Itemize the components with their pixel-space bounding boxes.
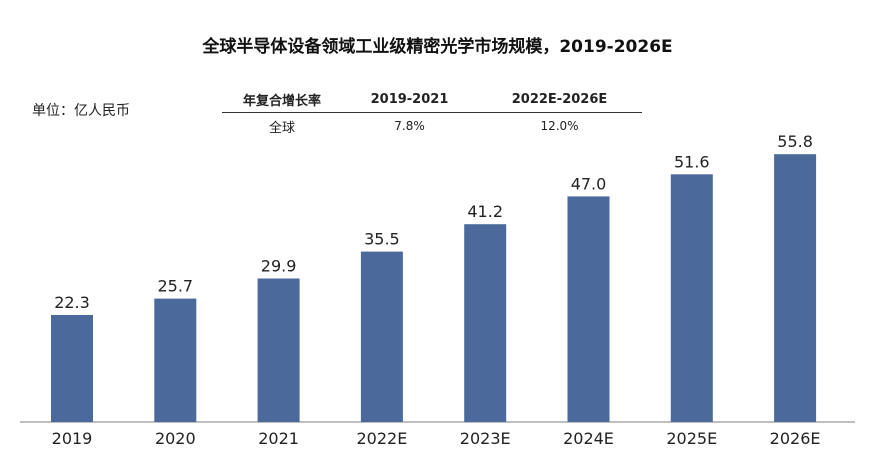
cagr-value-2: 12.0%	[540, 119, 579, 133]
bar-2024E	[567, 196, 610, 422]
data-label-2022E: 35.5	[364, 230, 400, 249]
bar-2026E	[774, 154, 817, 422]
cagr-region: 全球	[268, 120, 295, 136]
cagr-header-label: 年复合增长率	[242, 93, 321, 109]
x-tick-2023E: 2023E	[460, 429, 511, 448]
cagr-table: 年复合增长率 2019-2021 2022E-2026E 全球 7.8% 12.…	[222, 86, 642, 139]
unit-label: 单位：亿人民币	[32, 103, 130, 119]
bar-2022E	[360, 251, 403, 422]
data-label-2026E: 55.8	[777, 132, 813, 151]
bar-2021	[257, 278, 300, 422]
cagr-value-1: 7.8%	[394, 119, 425, 133]
cagr-header-period-1: 2019-2021	[370, 91, 449, 107]
data-label-2025E: 51.6	[674, 152, 710, 171]
x-tick-2019: 2019	[52, 429, 93, 448]
x-tick-2022E: 2022E	[356, 429, 407, 448]
data-label-2024E: 47.0	[571, 174, 607, 193]
bar-2025E	[670, 174, 713, 422]
cagr-header-row: 年复合增长率 2019-2021 2022E-2026E	[222, 86, 642, 113]
data-label-2021: 29.9	[261, 257, 297, 276]
x-tick-2025E: 2025E	[666, 429, 717, 448]
x-tick-2020: 2020	[155, 429, 196, 448]
x-tick-2024E: 2024E	[563, 429, 614, 448]
chart-title: 全球半导体设备领域工业级精密光学市场规模，2019-2026E	[202, 37, 673, 57]
bar-2020	[154, 298, 197, 422]
data-label-2019: 22.3	[54, 293, 90, 312]
data-label-2020: 25.7	[157, 277, 193, 296]
x-tick-2026E: 2026E	[770, 429, 821, 448]
bar-2023E	[464, 224, 507, 422]
data-label-2023E: 41.2	[467, 202, 503, 221]
x-tick-2021: 2021	[258, 429, 299, 448]
cagr-row-global: 全球 7.8% 12.0%	[222, 113, 642, 139]
bar-2019	[51, 315, 93, 422]
cagr-header-period-2: 2022E-2026E	[511, 91, 608, 107]
